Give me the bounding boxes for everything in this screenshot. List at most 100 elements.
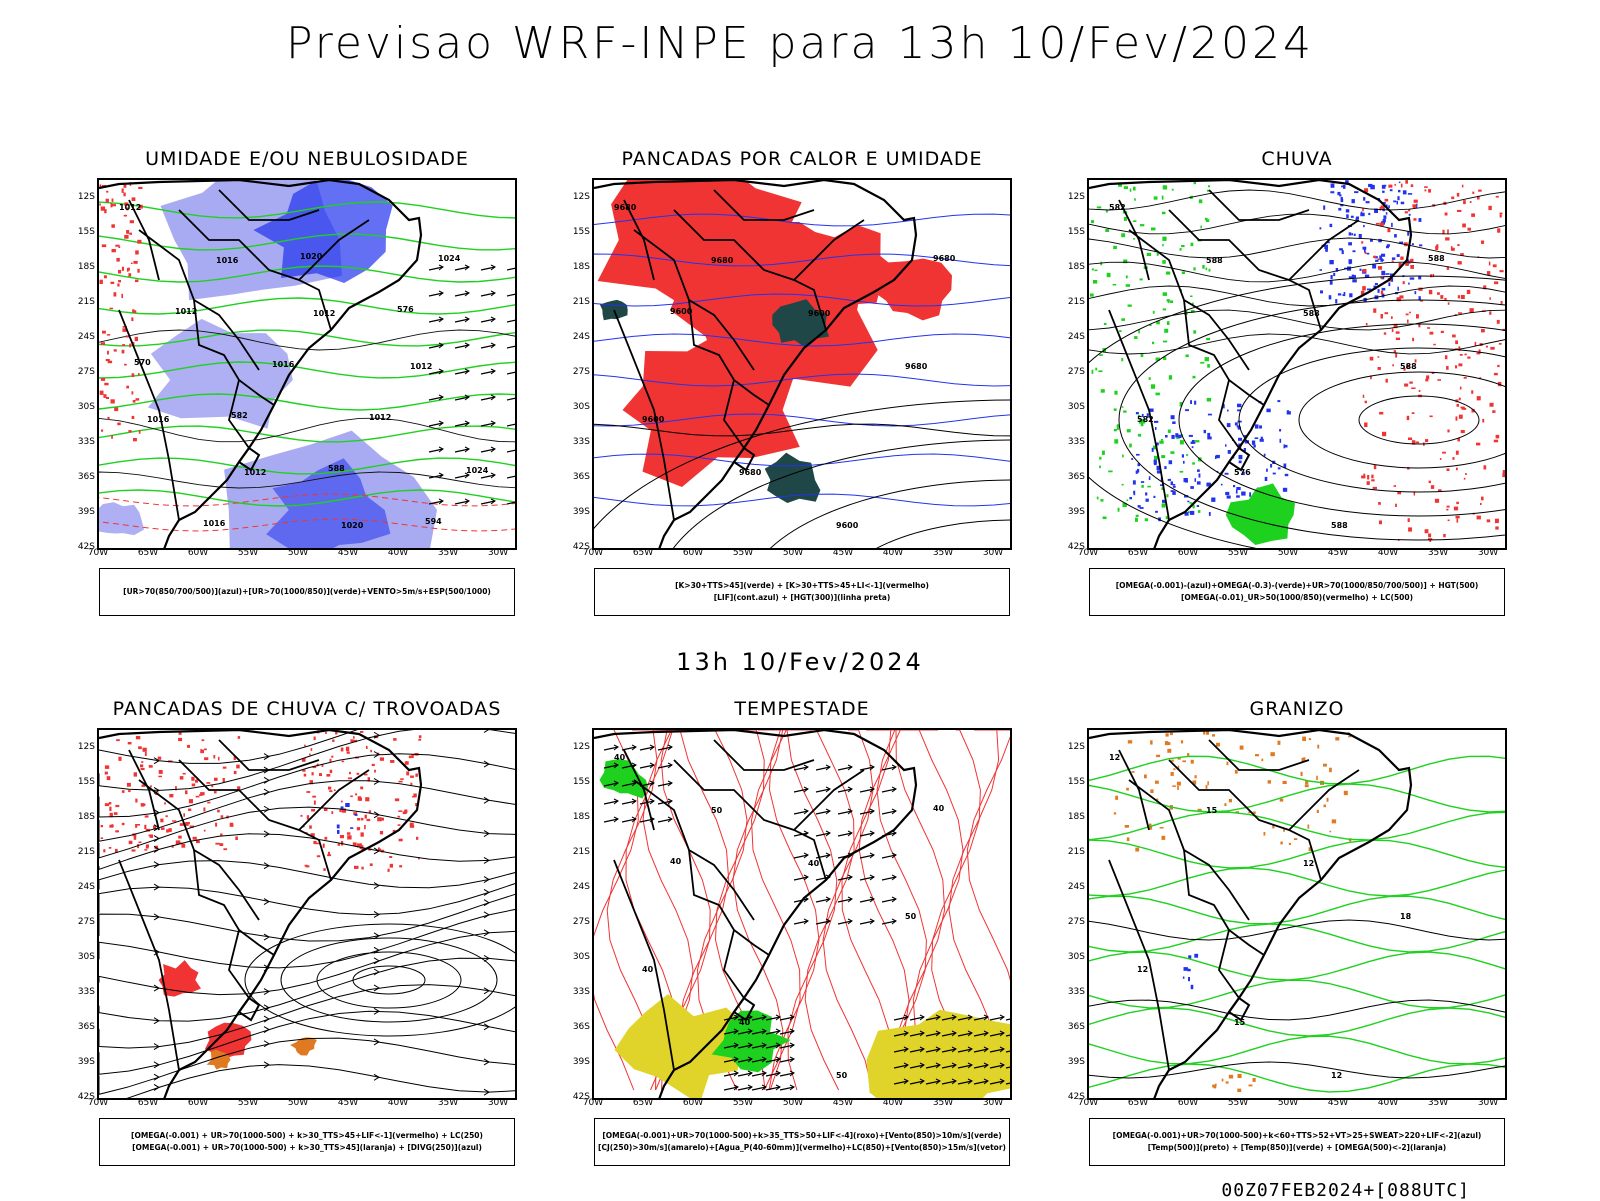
thunderstorm-risk-marker [158, 776, 162, 778]
thickness-marker [133, 438, 137, 441]
thickness-marker [132, 416, 135, 419]
omega-weak-marker [1378, 289, 1380, 293]
omega-humidity-marker [1405, 180, 1408, 184]
omega-humidity-marker [1490, 403, 1494, 407]
omega-humidity-marker [1447, 468, 1450, 471]
omega-humidity-marker [1463, 200, 1466, 204]
omega-500hpa-marker [1317, 810, 1319, 813]
thickness-marker [130, 220, 134, 223]
thickness-marker [102, 331, 106, 334]
omega-500hpa-marker [1316, 776, 1318, 780]
thunderstorm-risk-marker [367, 819, 371, 821]
thickness-marker [122, 344, 125, 346]
omega-weak-marker [1227, 423, 1231, 427]
omega-weak-marker [1391, 223, 1393, 227]
latitude-tick-label: 15S [71, 227, 95, 237]
omega-humidity-marker [1392, 364, 1394, 366]
omega-strong-marker [1191, 243, 1194, 246]
latitude-tick-label: 21S [566, 847, 590, 857]
thunderstorm-risk-marker [380, 831, 383, 834]
omega-humidity-marker [1458, 261, 1462, 264]
omega-humidity-marker [1456, 451, 1459, 455]
omega-weak-marker [1280, 439, 1282, 443]
omega-strong-marker [1200, 226, 1202, 229]
omega-500hpa-marker [1329, 768, 1332, 773]
omega-strong-marker [1104, 323, 1107, 325]
omega-weak-marker [1236, 490, 1238, 494]
omega-weak-marker [1330, 224, 1333, 227]
thunderstorm-risk-marker [416, 837, 418, 840]
latitude-tick-label: 18S [71, 262, 95, 272]
thickness-marker [107, 351, 109, 355]
omega-500hpa-marker [1255, 754, 1259, 756]
omega-humidity-marker [1391, 316, 1393, 319]
legend-line: [OMEGA(-0.001)+UR>70(1000-500)+k<60+TTS>… [1090, 1130, 1504, 1142]
thickness-marker [122, 350, 125, 354]
omega-weak-marker [1237, 425, 1240, 427]
omega-humidity-marker [1373, 256, 1376, 258]
thunderstorm-risk-marker [159, 770, 163, 774]
omega-strong-marker [1159, 441, 1163, 444]
omega-weak-marker [1215, 456, 1217, 460]
humidity-lowlevel-contour [99, 426, 517, 442]
thunderstorm-risk-marker [334, 789, 336, 791]
streamline-250hpa-arrow [264, 789, 269, 795]
thunderstorm-risk-marker [140, 764, 143, 767]
longitude-tick-label: 50W [778, 1098, 808, 1108]
omega-humidity-marker [1460, 354, 1463, 356]
omega-weak-marker [1169, 460, 1173, 464]
omega-500hpa-marker [1268, 780, 1271, 783]
omega-weak-marker [1185, 409, 1189, 411]
omega-humidity-marker [1387, 228, 1390, 232]
panel-title-hail: GRANIZO [1087, 698, 1507, 720]
omega-strong-marker [1172, 189, 1174, 191]
thunderstorm-risk-marker [357, 773, 360, 775]
thunderstorm-risk-marker [412, 796, 415, 798]
humidity-midlevel-area [99, 502, 144, 535]
thunderstorm-risk-marker [144, 849, 147, 851]
omega-strong-marker [1136, 515, 1139, 517]
omega-humidity-marker [1407, 320, 1409, 323]
longitude-tick-label: 30W [1473, 1098, 1503, 1108]
omega-weak-marker [1133, 491, 1135, 493]
contour-label: 588 [1206, 256, 1223, 265]
latitude-tick-label: 12S [1061, 192, 1085, 202]
omega-500hpa-marker [1270, 752, 1275, 756]
thunderstorm-risk-marker [122, 790, 125, 793]
omega-humidity-marker [1419, 390, 1421, 392]
thunderstorm-risk-marker [202, 739, 205, 741]
height-500hpa-contour [1089, 276, 1507, 550]
latitude-tick-label: 21S [71, 847, 95, 857]
omega-weak-marker [1221, 484, 1223, 486]
omega-weak-marker [1383, 219, 1386, 222]
wind-vector [507, 371, 517, 374]
omega-weak-marker [1211, 498, 1215, 502]
panel-title-heat-showers: PANCADAS POR CALOR E UMIDADE [592, 148, 1012, 170]
omega-strong-marker [1186, 454, 1188, 456]
thickness-marker [128, 273, 131, 276]
thickness-marker [129, 344, 131, 348]
longitude-tick-label: 40W [1373, 1098, 1403, 1108]
thunderstorm-risk-marker [354, 866, 359, 869]
thunderstorm-risk-marker [134, 772, 137, 776]
omega-strong-marker [1127, 500, 1129, 502]
omega-humidity-marker [1459, 398, 1461, 401]
latitude-tick-label: 33S [71, 437, 95, 447]
longitude-tick-label: 30W [978, 548, 1008, 558]
thunderstorm-risk-marker [319, 773, 322, 776]
omega-humidity-marker [1367, 475, 1369, 480]
thunderstorm-risk-marker [215, 823, 217, 827]
omega-humidity-marker [1364, 423, 1367, 428]
omega-weak-marker [1131, 458, 1133, 460]
omega-strong-marker [1124, 186, 1128, 189]
omega-500hpa-marker [1165, 741, 1168, 745]
thickness-marker [137, 240, 141, 244]
omega-humidity-marker [1456, 502, 1459, 504]
omega-strong-marker [1126, 284, 1130, 287]
streamline-250hpa-arrow [264, 1041, 269, 1047]
omega-humidity-marker [1362, 209, 1364, 212]
thunderstorm-risk-marker [388, 869, 390, 872]
contour-label: 1024 [466, 466, 489, 475]
contour-label: 50 [905, 912, 917, 921]
omega-strong-marker [1166, 494, 1168, 497]
